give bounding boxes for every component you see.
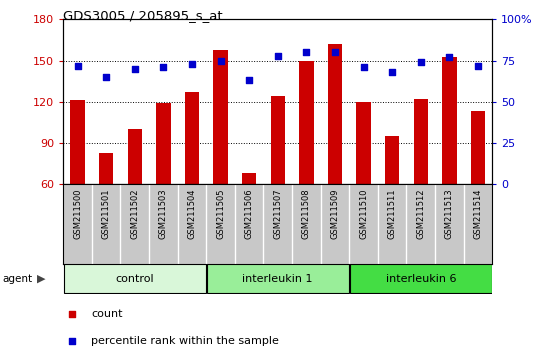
Point — [273, 53, 282, 58]
Point — [188, 61, 196, 67]
FancyBboxPatch shape — [350, 264, 492, 293]
Point — [68, 312, 76, 317]
Text: GSM211500: GSM211500 — [73, 188, 82, 239]
Point — [159, 64, 168, 70]
Text: GSM211512: GSM211512 — [416, 188, 425, 239]
Bar — [356, 102, 371, 184]
Bar — [299, 61, 314, 184]
Text: GSM211506: GSM211506 — [245, 188, 254, 239]
Point — [331, 50, 339, 55]
Text: GSM211503: GSM211503 — [159, 188, 168, 239]
Point — [416, 59, 425, 65]
Text: GSM211504: GSM211504 — [188, 188, 196, 239]
Text: GSM211508: GSM211508 — [302, 188, 311, 239]
Bar — [128, 129, 142, 184]
Text: ▶: ▶ — [37, 274, 46, 284]
Bar — [271, 96, 285, 184]
Point — [388, 69, 397, 75]
Point — [73, 63, 82, 68]
Bar — [471, 112, 485, 184]
Point — [445, 55, 454, 60]
Text: GSM211502: GSM211502 — [130, 188, 139, 239]
Text: count: count — [91, 309, 123, 319]
Bar — [242, 173, 256, 184]
Point — [130, 66, 139, 72]
Point — [216, 58, 225, 63]
Text: agent: agent — [3, 274, 33, 284]
Text: GSM211507: GSM211507 — [273, 188, 282, 239]
Text: GSM211514: GSM211514 — [474, 188, 482, 239]
Bar — [99, 153, 113, 184]
Bar — [414, 99, 428, 184]
Text: GSM211501: GSM211501 — [102, 188, 111, 239]
Point — [359, 64, 368, 70]
Bar — [70, 101, 85, 184]
FancyBboxPatch shape — [64, 264, 206, 293]
Point — [474, 63, 482, 68]
Text: percentile rank within the sample: percentile rank within the sample — [91, 336, 279, 346]
Bar — [156, 103, 170, 184]
Text: GSM211511: GSM211511 — [388, 188, 397, 239]
FancyBboxPatch shape — [207, 264, 349, 293]
Bar — [385, 136, 399, 184]
Bar — [328, 44, 342, 184]
Text: GSM211509: GSM211509 — [331, 188, 339, 239]
Text: control: control — [116, 274, 154, 284]
Bar — [213, 50, 228, 184]
Text: interleukin 1: interleukin 1 — [243, 274, 313, 284]
Point — [68, 338, 76, 343]
Text: GSM211505: GSM211505 — [216, 188, 225, 239]
Point — [245, 78, 254, 83]
Point — [102, 74, 111, 80]
Text: GSM211510: GSM211510 — [359, 188, 368, 239]
Bar — [185, 92, 199, 184]
Point — [302, 50, 311, 55]
Text: interleukin 6: interleukin 6 — [386, 274, 456, 284]
Text: GDS3005 / 205895_s_at: GDS3005 / 205895_s_at — [63, 9, 223, 22]
Bar — [442, 57, 456, 184]
Text: GSM211513: GSM211513 — [445, 188, 454, 239]
